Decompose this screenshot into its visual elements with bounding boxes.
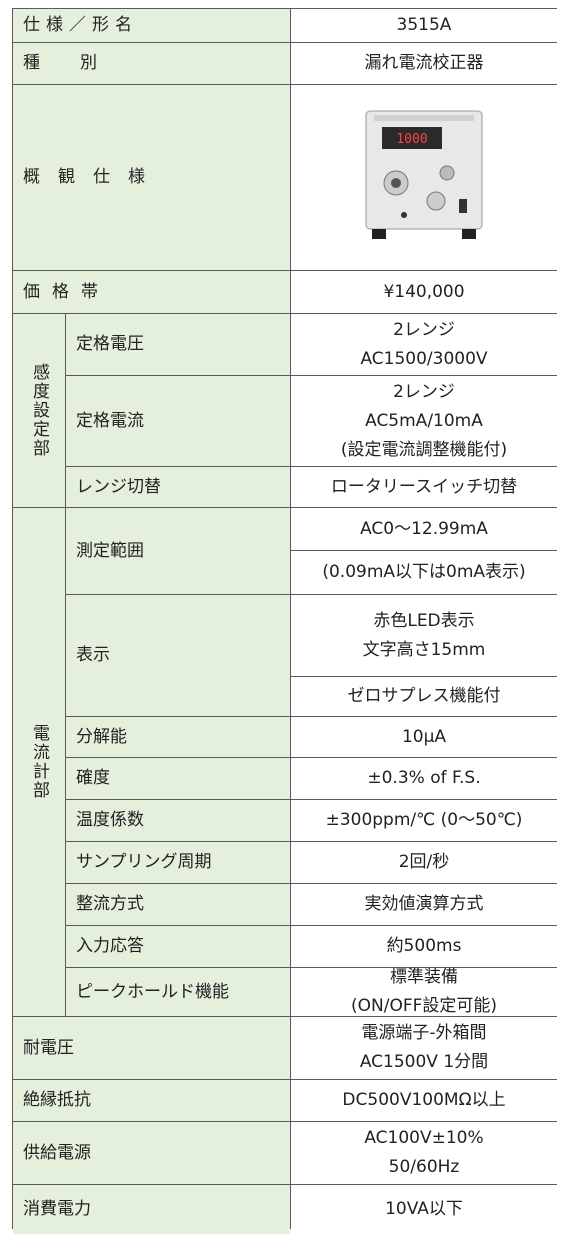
cell-text: 文字高さ15mm [362, 639, 486, 660]
cell-text: 電源端子-外箱間 [361, 1023, 487, 1043]
value-cell: 2回/秒 [291, 842, 557, 883]
cell-text: 仕様／形名 [23, 15, 138, 35]
label-cell: 概観仕様 [13, 85, 290, 270]
label-cell: 温度係数 [66, 800, 290, 841]
label-cell: 種別 [13, 43, 290, 84]
cell-text: 2レンジ [393, 381, 455, 402]
label-cell: 入力応答 [66, 926, 290, 967]
value-cell: (0.09mA以下は0mA表示) [291, 551, 557, 594]
value-cell: 電源端子-外箱間 AC1500V 1分間 [291, 1017, 557, 1079]
value-cell: 2レンジ AC5mA/10mA (設定電流調整機能付) [291, 376, 557, 466]
cell-text: 測定範囲 [76, 540, 144, 561]
cell-text: 定格電流 [76, 410, 144, 431]
cell-text: 電流計部 [29, 724, 49, 800]
label-cell: 確度 [66, 758, 290, 799]
cell-text: 消費電力 [23, 1199, 91, 1219]
cell-text: AC1500/3000V [360, 348, 488, 369]
cell-text: 入力応答 [76, 936, 144, 956]
cell-text: ¥140,000 [383, 281, 465, 302]
cell-text: 温度係数 [76, 810, 144, 830]
label-cell: 定格電流 [66, 376, 290, 466]
cell-text: 概観仕様 [23, 167, 163, 187]
label-cell: 価格帯 [13, 271, 290, 313]
cell-text: 標準装備 [390, 967, 458, 987]
value-cell: ロータリースイッチ切替 [291, 467, 557, 507]
cell-text: 赤色LED表示 [373, 610, 475, 631]
value-cell: ¥140,000 [291, 271, 557, 313]
cell-text: 3515A [396, 15, 452, 35]
value-cell: AC100V±10% 50/60Hz [291, 1122, 557, 1184]
label-cell: 絶縁抵抗 [13, 1080, 290, 1121]
label-cell: 耐電圧 [13, 1017, 290, 1079]
cell-text: 感度設定部 [29, 363, 49, 458]
value-cell: ±300ppm/℃ (0〜50℃) [291, 800, 557, 841]
label-cell: レンジ切替 [66, 467, 290, 507]
cell-text: 50/60Hz [388, 1157, 460, 1177]
cell-text: ピークホールド機能 [76, 981, 229, 1002]
cell-text: ±300ppm/℃ (0〜50℃) [325, 810, 523, 830]
cell-text: ±0.3% of F.S. [367, 768, 481, 788]
cell-text: 漏れ電流校正器 [364, 53, 484, 73]
label-cell: 定格電圧 [66, 314, 290, 375]
value-cell: 実効値演算方式 [291, 884, 557, 925]
value-cell: DC500V100MΩ以上 [291, 1080, 557, 1121]
cell-text: AC1500V 1分間 [359, 1052, 489, 1072]
value-cell: AC0〜12.99mA [291, 508, 557, 550]
value-cell: 2レンジ AC1500/3000V [291, 314, 557, 375]
label-cell: 消費電力 [13, 1185, 290, 1234]
group-label: 電流計部 [13, 508, 65, 1016]
value-cell: 10μA [291, 717, 557, 757]
label-cell: 表示 [66, 595, 290, 716]
cell-text: ロータリースイッチ切替 [330, 476, 518, 497]
spec-table: 仕様／形名 3515A 種別 漏れ電流校正器概観仕様 1000 価格帯 ¥140,000… [12, 8, 557, 1234]
cell-text: 絶縁抵抗 [23, 1090, 91, 1110]
cell-text: 2回/秒 [398, 852, 450, 872]
cell-text: 定格電圧 [76, 334, 144, 354]
cell-text: 価格帯 [23, 281, 110, 302]
cell-text: 2レンジ [393, 319, 455, 340]
image-cell: 1000 [291, 85, 557, 270]
label-cell: 供給電源 [13, 1122, 290, 1184]
value-cell: 漏れ電流校正器 [291, 43, 557, 84]
value-cell: 赤色LED表示 文字高さ15mm [291, 595, 557, 676]
cell-text: 種別 [23, 53, 137, 73]
label-cell: 仕様／形名 [13, 9, 290, 42]
cell-text: 確度 [76, 768, 110, 788]
cell-text: 10VA以下 [385, 1199, 463, 1219]
cell-text: (設定電流調整機能付) [340, 439, 508, 460]
cell-text: 分解能 [76, 726, 127, 747]
cell-text: AC0〜12.99mA [360, 518, 488, 539]
label-cell: ピークホールド機能 [66, 968, 290, 1016]
cell-text: AC5mA/10mA [365, 410, 483, 431]
cell-text: 10μA [401, 726, 447, 747]
value-cell: ±0.3% of F.S. [291, 758, 557, 799]
device-image: 1000 [365, 110, 483, 239]
label-cell: 分解能 [66, 717, 290, 757]
value-cell: 3515A [291, 9, 557, 42]
group-label: 感度設定部 [13, 314, 65, 507]
value-cell: ゼロサプレス機能付 [291, 677, 557, 716]
label-cell: 測定範囲 [66, 508, 290, 594]
cell-text: AC100V±10% [364, 1128, 484, 1148]
cell-text: 表示 [76, 645, 110, 665]
cell-text: 整流方式 [76, 894, 144, 914]
value-cell: 10VA以下 [291, 1185, 557, 1234]
value-cell: 標準装備 (ON/OFF設定可能) [291, 967, 557, 1016]
cell-text: 約500ms [386, 936, 462, 956]
cell-text: 実効値演算方式 [364, 894, 484, 914]
cell-text: (0.09mA以下は0mA表示) [322, 562, 526, 582]
label-cell: 整流方式 [66, 884, 290, 925]
cell-text: (ON/OFF設定可能) [350, 996, 498, 1016]
cell-text: DC500V100MΩ以上 [342, 1090, 506, 1110]
svg-text:1000: 1000 [396, 132, 427, 147]
cell-text: ゼロサプレス機能付 [347, 686, 501, 706]
cell-text: サンプリング周期 [76, 852, 212, 872]
cell-text: 耐電圧 [23, 1037, 74, 1058]
cell-text: レンジ切替 [76, 476, 161, 497]
value-cell: 約500ms [291, 926, 557, 967]
label-cell: サンプリング周期 [66, 842, 290, 883]
cell-text: 供給電源 [23, 1142, 91, 1163]
